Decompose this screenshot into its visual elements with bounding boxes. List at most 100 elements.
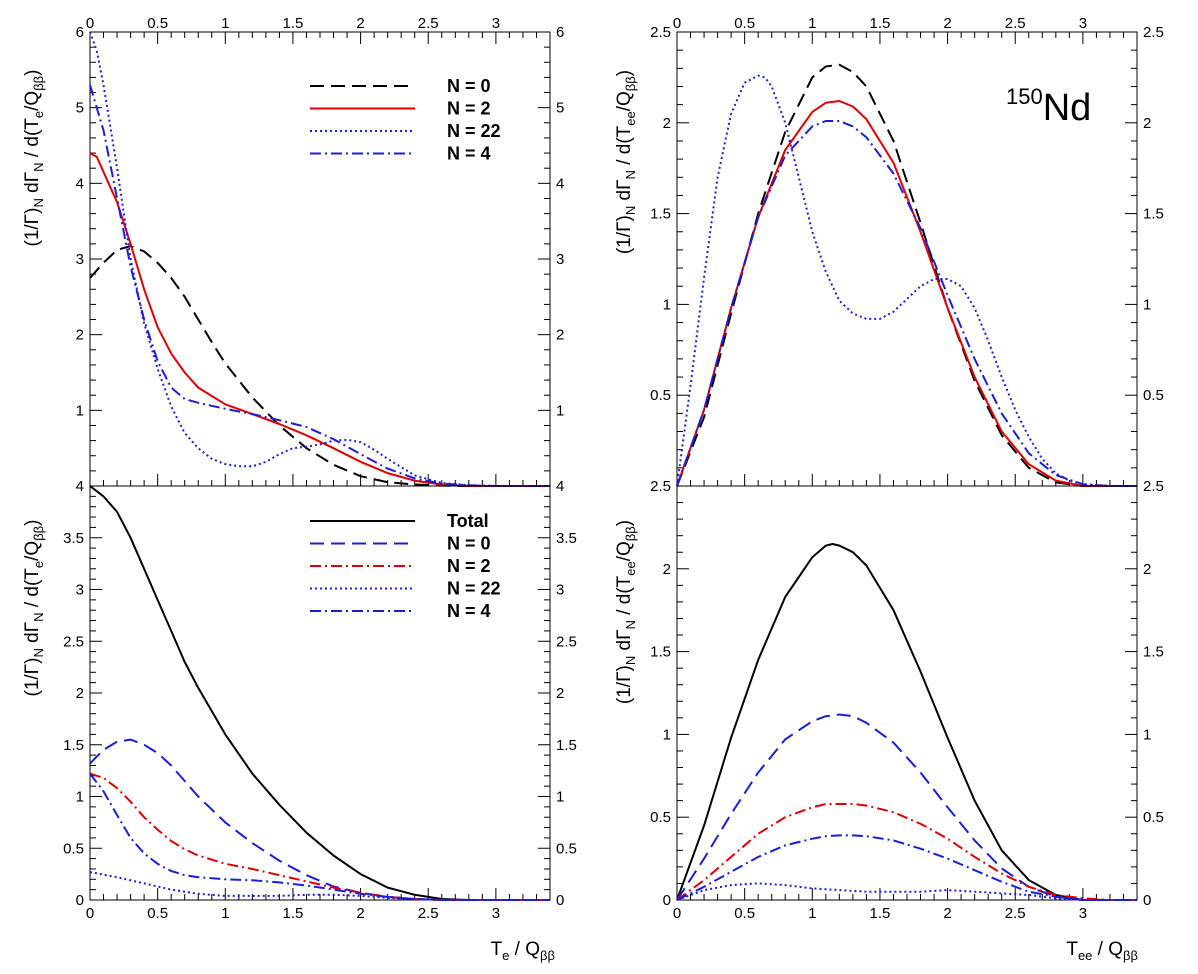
x-tick-label: 1.5 xyxy=(283,15,304,32)
y-tick-label: 3 xyxy=(76,582,84,599)
y-tick-label-right: 1.5 xyxy=(1143,644,1164,661)
series-line-n4 xyxy=(89,84,550,487)
y-tick-label-right: 2.5 xyxy=(1143,478,1164,495)
x-tick-label: 3 xyxy=(1079,15,1087,32)
y-tick-label: 1 xyxy=(76,402,84,419)
y-tick-label-right: 6 xyxy=(556,24,564,41)
y-tick-label-right: 1 xyxy=(1143,726,1151,743)
series-line-n2 xyxy=(676,100,1137,487)
y-tick-label-right: 0 xyxy=(556,892,564,909)
y-tick-label-right: 0.5 xyxy=(1143,809,1164,826)
series-line-n0 xyxy=(676,63,1137,487)
legend-label: Total xyxy=(447,511,489,531)
series-line-n0 xyxy=(89,245,550,487)
x-tick-label: 2 xyxy=(943,905,951,922)
panel-top-right: 0 0.5 1 1.5 2 2.5 3 0.5 0.5 1 1 1.5 1.5 2 2 2.5 2.5 xyxy=(650,15,1164,487)
x-tick-label: 1 xyxy=(221,905,229,922)
x-tick-label: 2 xyxy=(356,905,364,922)
y-tick-label-right: 0.5 xyxy=(556,840,577,857)
y-tick-label-right: 3.5 xyxy=(556,530,577,547)
x-tick-label: 0 xyxy=(86,905,94,922)
series-line-n22 xyxy=(676,74,1137,487)
legend: N = 0 N = 2N = 22 N = 4 xyxy=(310,76,501,164)
y-tick-label: 4 xyxy=(76,175,84,192)
y-tick-label-right: 1 xyxy=(556,789,564,806)
y-tick-label-right: 0 xyxy=(1143,892,1151,909)
y-tick-label-right: 1 xyxy=(556,402,564,419)
series-line-n0 xyxy=(89,738,550,901)
y-tick-label: 0 xyxy=(76,892,84,909)
nucleus-label: 150Nd xyxy=(1006,84,1091,129)
x-tick-label: 2.5 xyxy=(418,905,439,922)
y-tick-label-right: 2 xyxy=(1143,115,1151,132)
y-tick-label-right: 4 xyxy=(556,478,564,495)
y-tick-label-right: 3 xyxy=(556,251,564,268)
y-tick-label: 2.5 xyxy=(650,478,671,495)
plot-area: 0 0.5 1 1.5 2 2.5 31 12 23 34 45 56 6N = 0N = 2N = 2… xyxy=(63,15,1164,922)
x-tick-label: 0 xyxy=(673,15,681,32)
legend-label: N = 4 xyxy=(447,601,491,621)
x-tick-label: 0.5 xyxy=(147,905,168,922)
panel-top-left: 0 0.5 1 1.5 2 2.5 3 1 1 2 2 3 3 4 4 5 5 6 6 N = 0 N = 2N = 2… xyxy=(76,15,564,487)
y-tick-label: 2 xyxy=(76,327,84,344)
y-tick-label: 2.5 xyxy=(650,24,671,41)
y-tick-label: 6 xyxy=(76,24,84,41)
x-tick-label: 1 xyxy=(221,15,229,32)
x-tick-label: 3 xyxy=(492,905,500,922)
y-tick-label: 2 xyxy=(663,561,671,578)
y-tick-label: 1.5 xyxy=(650,206,671,223)
y-tick-label-right: 3 xyxy=(556,582,564,599)
x-tick-label: 0.5 xyxy=(147,15,168,32)
y-axis-title-bottom-right: (1/Γ)N dΓN / d(Tee/Qββ) xyxy=(614,520,638,704)
x-tick-label: 1.5 xyxy=(870,905,891,922)
y-tick-label: 5 xyxy=(76,100,84,117)
legend-label: N = 2 xyxy=(447,99,491,119)
y-tick-label: 2 xyxy=(76,685,84,702)
y-tick-label: 2.5 xyxy=(63,633,84,650)
y-axis-title-top-left: (1/Γ)N dΓN / d(Te/Qββ) xyxy=(22,70,46,247)
y-tick-label-right: 1.5 xyxy=(556,737,577,754)
y-tick-label: 1.5 xyxy=(63,737,84,754)
y-tick-label-right: 2 xyxy=(556,685,564,702)
y-tick-label: 1 xyxy=(663,726,671,743)
y-tick-label: 0 xyxy=(663,892,671,909)
x-tick-label: 2.5 xyxy=(1005,905,1026,922)
x-tick-label: 2 xyxy=(943,15,951,32)
nucleus-symbol: Nd xyxy=(1043,87,1092,129)
legend-label: N = 22 xyxy=(447,579,501,599)
legend: Total N = 0N = 2 N = 22N = 4 xyxy=(310,511,501,621)
x-tick-label: 0 xyxy=(673,905,681,922)
x-tick-label: 3 xyxy=(492,15,500,32)
series-line-n4 xyxy=(676,834,1137,901)
series-line-n0 xyxy=(676,713,1137,901)
x-tick-label: 3 xyxy=(1079,905,1087,922)
legend-label: N = 2 xyxy=(447,556,491,576)
x-tick-label: 0.5 xyxy=(734,15,755,32)
y-tick-label: 0.5 xyxy=(650,387,671,404)
x-tick-label: 2.5 xyxy=(418,15,439,32)
y-axis-title-bottom-left: (1/Γ)N dΓN / d(Te/Qββ) xyxy=(22,520,46,697)
y-tick-label-right: 0.5 xyxy=(1143,387,1164,404)
y-tick-label: 1 xyxy=(663,296,671,313)
x-tick-label: 0 xyxy=(86,15,94,32)
y-tick-label: 0.5 xyxy=(650,809,671,826)
x-tick-label: 2 xyxy=(356,15,364,32)
panel-bottom-right: 0 0.5 1 1.5 2 2.5 30 00.5 0.51 11.5 1.52 22.5 2.5 xyxy=(650,478,1164,922)
y-tick-label: 3.5 xyxy=(63,530,84,547)
y-tick-label-right: 5 xyxy=(556,100,564,117)
y-tick-label: 4 xyxy=(76,478,84,495)
x-tick-label: 1.5 xyxy=(283,905,304,922)
y-tick-label-right: 2.5 xyxy=(1143,24,1164,41)
y-tick-label-right: 2 xyxy=(556,327,564,344)
legend-label: N = 4 xyxy=(447,144,491,164)
y-tick-label: 1 xyxy=(76,789,84,806)
nucleus-mass: 150 xyxy=(1006,84,1043,109)
x-tick-label: 1.5 xyxy=(870,15,891,32)
series-line-total xyxy=(89,485,550,901)
legend-label: N = 22 xyxy=(447,121,501,141)
y-tick-label: 2 xyxy=(663,115,671,132)
y-tick-label-right: 1 xyxy=(1143,296,1151,313)
series-line-total xyxy=(676,543,1137,901)
series-line-n4 xyxy=(676,120,1137,487)
